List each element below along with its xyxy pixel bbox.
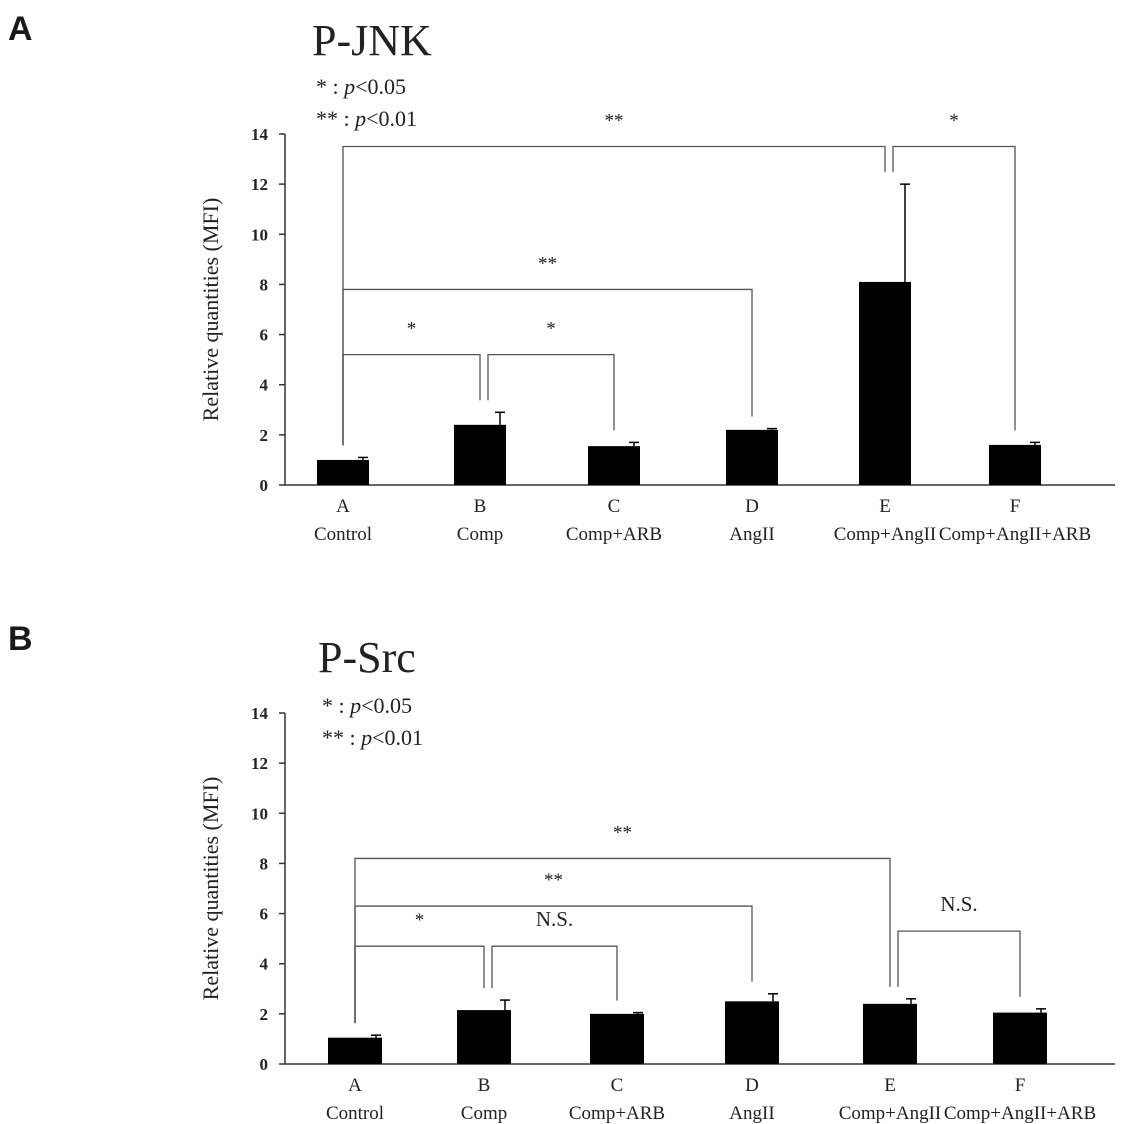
p2-category-letter-C: C [611,1075,624,1096]
p1-y-tick-label: 14 [251,125,269,144]
p1-bar-E [859,282,911,485]
p1-y-tick-label: 12 [251,175,268,194]
p2-y-tick-label: 10 [251,804,268,823]
p2-bar-F [993,1013,1047,1064]
p1-category-name-A: Control [314,524,372,545]
p2-bar-E [863,1004,917,1064]
p1-category-name-D: AngII [729,524,774,545]
p1-category-letter-D: D [745,496,759,517]
p1-category-name-E: Comp+AngII [834,524,937,545]
p1-significance-label-2: * [949,111,959,132]
p1-category-name-B: Comp [457,524,503,545]
p2-y-tick-label: 0 [260,1055,269,1074]
p2-legend-entry-1: * : p<0.05 [322,693,412,718]
p2-y-tick-label: 12 [251,754,268,773]
p1-significance-label-5: * [546,319,556,340]
p1-y-axis-label: Relative quantities (MFI) [198,198,223,422]
p2-category-name-B: Comp [461,1103,507,1124]
p1-significance-label-1: ** [605,111,624,132]
p2-significance-label-2: ** [544,870,563,891]
p1-category-name-F: Comp+AngII+ARB [939,524,1091,545]
p2-significance-label-4: N.S. [536,907,573,931]
p1-y-tick-label: 0 [260,476,269,495]
p2-category-name-A: Control [326,1103,384,1124]
p2-y-tick-label: 8 [260,854,269,873]
p1-category-letter-B: B [474,496,487,517]
p2-significance-bracket-5 [898,931,1020,997]
p1-bar-A [317,460,369,485]
p2-y-tick-label: 6 [260,905,269,924]
p2-category-letter-E: E [884,1075,896,1096]
p2-category-letter-A: A [348,1075,362,1096]
p1-bar-B [454,425,506,485]
p1-category-letter-F: F [1010,496,1021,517]
p2-significance-label-5: N.S. [940,892,977,916]
p2-y-tick-label: 14 [251,704,269,723]
p2-y-tick-label: 4 [260,955,269,974]
p2-y-tick-label: 2 [260,1005,269,1024]
p1-y-tick-label: 10 [251,225,268,244]
p1-bar-F [989,445,1041,485]
p2-legend-entry-2: ** : p<0.01 [322,725,423,750]
p1-category-letter-A: A [336,496,350,517]
p1-legend-entry-1: * : p<0.05 [316,74,406,99]
p2-bar-B [457,1010,511,1064]
p1-y-tick-label: 4 [260,376,269,395]
p1-bar-C [588,446,640,485]
p1-significance-label-4: * [407,319,417,340]
p2-category-name-F: Comp+AngII+ARB [944,1103,1096,1124]
p2-significance-bracket-4 [492,946,617,1000]
p2-significance-label-3: * [415,910,425,931]
p2-chart-title: P-Src [318,633,416,682]
p2-category-name-D: AngII [729,1103,774,1124]
p1-category-name-C: Comp+ARB [566,524,662,545]
p1-significance-bracket-2 [893,147,1015,431]
p1-significance-label-3: ** [538,253,557,274]
p1-bar-D [726,430,778,485]
p2-y-axis-label: Relative quantities (MFI) [198,777,223,1001]
p2-bar-C [590,1014,644,1064]
p2-significance-bracket-1 [355,858,890,1023]
p2-category-letter-F: F [1015,1075,1026,1096]
p2-bar-A [328,1038,382,1064]
p2-category-letter-D: D [745,1075,759,1096]
p1-y-tick-label: 6 [260,326,269,345]
p1-y-tick-label: 2 [260,426,269,445]
p2-bar-D [725,1001,779,1064]
p1-legend-entry-2: ** : p<0.01 [316,106,417,131]
p1-category-letter-E: E [879,496,891,517]
p1-y-tick-label: 8 [260,275,269,294]
p1-significance-bracket-3 [343,289,752,445]
p2-significance-label-1: ** [613,822,632,843]
p1-significance-bracket-5 [488,355,614,431]
p1-category-letter-C: C [608,496,621,517]
p1-chart-title: P-JNK [312,16,432,65]
p2-category-name-C: Comp+ARB [569,1103,665,1124]
p2-category-name-E: Comp+AngII [839,1103,942,1124]
p2-category-letter-B: B [478,1075,491,1096]
